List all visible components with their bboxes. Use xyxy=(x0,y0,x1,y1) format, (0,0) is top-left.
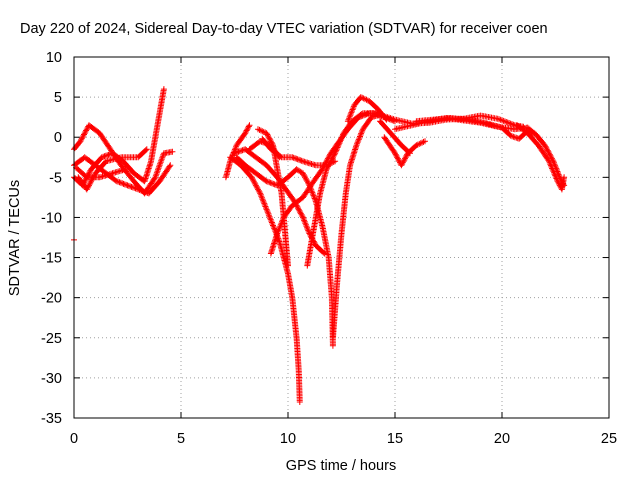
y-tick-label: -30 xyxy=(41,371,62,387)
y-tick-label: -35 xyxy=(41,411,62,427)
series-sat-05 xyxy=(73,164,129,181)
series-sat-19 xyxy=(377,118,413,157)
series-marks xyxy=(514,122,568,193)
series-marks xyxy=(377,118,413,157)
series-sat-16 xyxy=(329,111,383,341)
plot-frame xyxy=(73,56,610,419)
x-tick-label: 10 xyxy=(280,431,296,447)
series-marks xyxy=(413,115,538,142)
y-tick-label: 5 xyxy=(54,90,62,106)
series-marks xyxy=(73,164,129,181)
series-sat-15 xyxy=(304,110,398,269)
y-tick-label: -25 xyxy=(41,331,62,347)
series-sat-08 xyxy=(227,154,303,405)
series-sat-04 xyxy=(75,146,150,193)
chart-title: Day 220 of 2024, Sidereal Day-to-day VTE… xyxy=(20,21,548,37)
y-tick-label: -20 xyxy=(41,291,62,307)
axis-ticks: 0 5 10 15 20 25 10 5 0 -5 -10 -15 -20 -25 -30 -35 xyxy=(41,50,617,447)
x-tick-label: 15 xyxy=(387,431,403,447)
plot-points xyxy=(71,86,568,405)
series-sat-22 xyxy=(413,115,538,142)
y-tick-label: -5 xyxy=(49,170,62,186)
y-tick-label: -15 xyxy=(41,251,62,267)
x-tick-label: 20 xyxy=(494,431,510,447)
x-tick-label: 25 xyxy=(601,431,617,447)
series-sat-23 xyxy=(514,122,568,193)
series-marks xyxy=(329,111,383,341)
x-tick-label: 5 xyxy=(177,431,185,447)
series-marks xyxy=(227,154,303,405)
y-tick-label: -10 xyxy=(41,210,62,226)
x-axis-label: GPS time / hours xyxy=(286,458,396,474)
y-tick-label: 0 xyxy=(54,130,62,146)
x-tick-label: 0 xyxy=(70,431,78,447)
y-tick-label: 10 xyxy=(46,50,62,66)
y-axis-label: SDTVAR / TECUs xyxy=(7,180,23,296)
series-marks xyxy=(75,146,150,193)
series-marks xyxy=(304,110,398,269)
